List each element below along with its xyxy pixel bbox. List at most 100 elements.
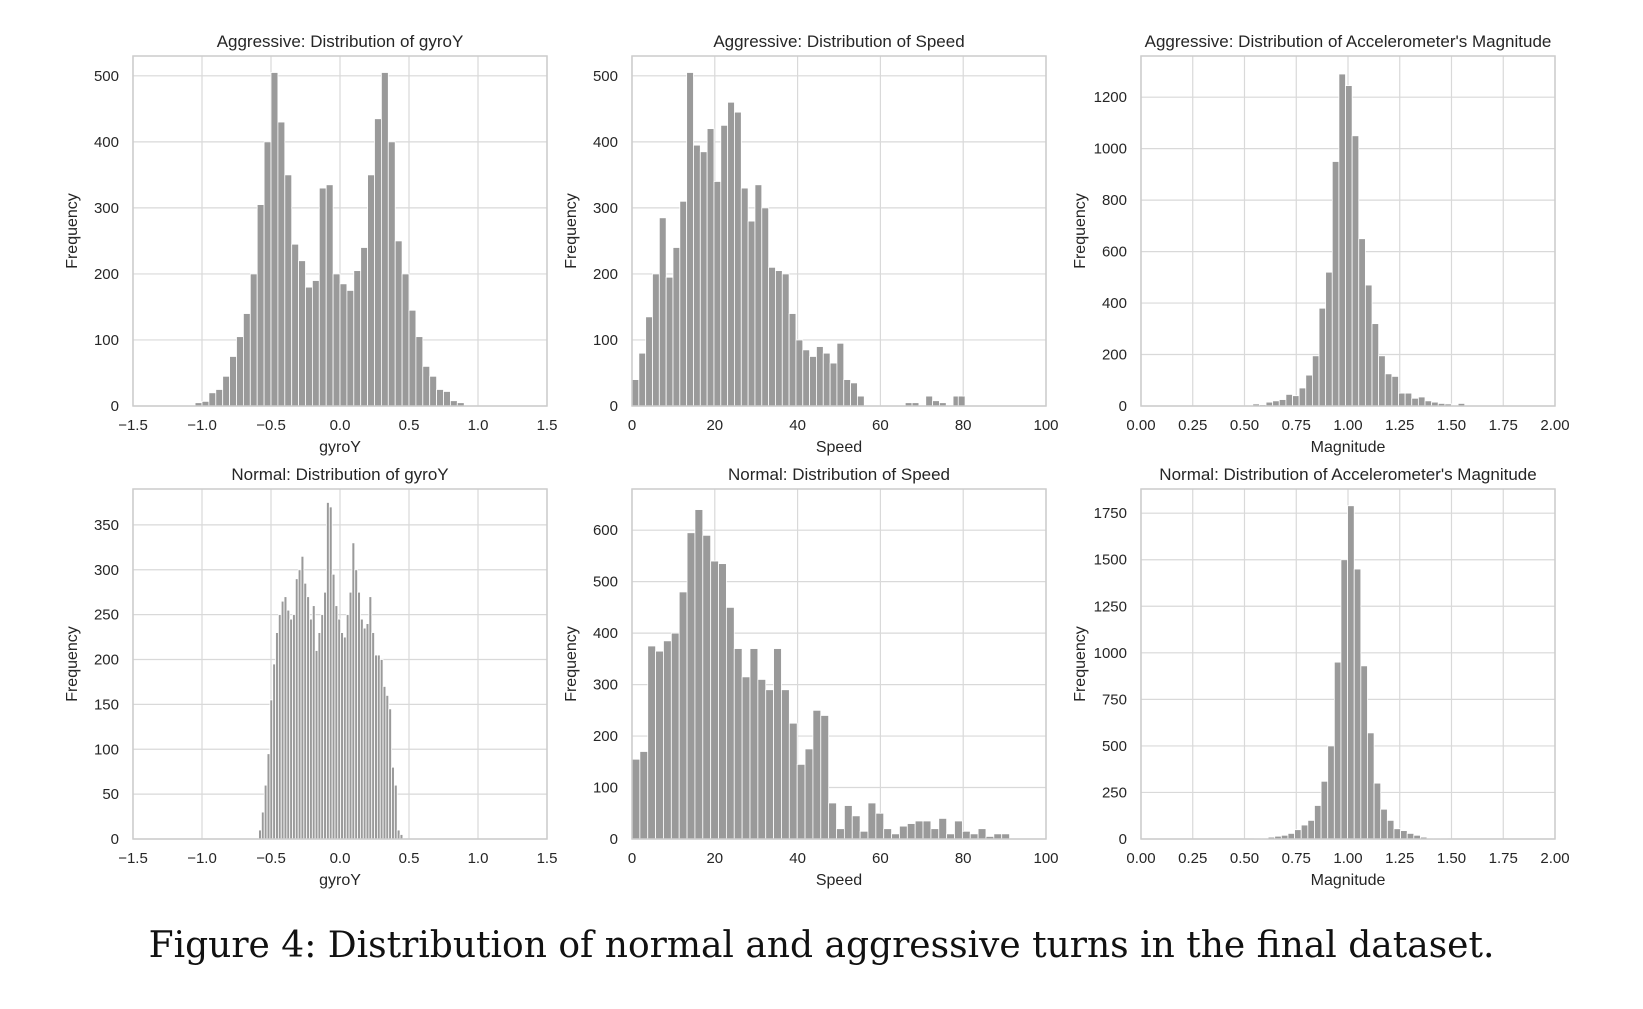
histogram-bar [401, 273, 410, 407]
histogram-bar [348, 591, 353, 840]
histogram-bar [930, 828, 940, 840]
y-axis-label: Frequency [1072, 193, 1089, 269]
histogram-bar [993, 833, 1003, 840]
histogram-bar [1325, 271, 1333, 407]
x-tick-label: 1.00 [1333, 850, 1362, 867]
histogram-bar [408, 309, 417, 407]
histogram-bar [376, 654, 381, 840]
histogram-bar [727, 101, 735, 407]
histogram-bar [757, 679, 767, 840]
figure-panels: −1.5 −1.0 −0.5 0.0 0.5 1.0 1.50100200300400500… [64, 32, 1570, 889]
histogram-bar [725, 606, 735, 840]
plot-frame [132, 55, 548, 407]
x-axis-label: Magnitude [1311, 439, 1386, 456]
x-tick-label: 0 [628, 417, 636, 434]
histogram-bar [353, 270, 362, 407]
histogram-bar [809, 356, 817, 407]
x-tick-label: 40 [789, 850, 806, 867]
y-tick-label: 0 [610, 398, 618, 415]
plot-frame [1140, 488, 1556, 840]
y-tick-label: 300 [94, 562, 119, 579]
histogram-bar [820, 715, 830, 840]
histogram-bar [1367, 732, 1375, 840]
chart-title: Normal: Distribution of Accelerometer's … [1159, 465, 1536, 484]
histogram-bar [631, 758, 641, 840]
histogram-bar [360, 247, 369, 407]
y-tick-label: 0 [111, 831, 119, 848]
y-tick-label: 500 [593, 574, 618, 591]
histogram-bar [1298, 387, 1307, 407]
histogram-bar [702, 534, 712, 840]
histogram-bar [672, 247, 681, 407]
histogram-bar [292, 614, 296, 840]
histogram-bar [280, 600, 285, 840]
histogram-bar [311, 280, 320, 407]
histogram-bar [1364, 284, 1373, 407]
histogram-bar [275, 632, 279, 840]
histogram-bar [891, 833, 900, 840]
histogram-bar [706, 128, 715, 407]
histogram-bar [922, 820, 932, 840]
x-tick-label: 1.50 [1437, 417, 1466, 434]
y-tick-label: 600 [1102, 244, 1127, 261]
histogram-bar [710, 560, 719, 840]
y-tick-label: 600 [593, 522, 618, 539]
histogram-bar [1300, 824, 1309, 840]
histogram-bar [291, 243, 300, 407]
histogram-bar [368, 596, 373, 840]
histogram-bar [713, 181, 722, 407]
histogram-bar [802, 349, 811, 407]
histogram-bar [816, 346, 824, 407]
y-tick-label: 200 [1102, 347, 1127, 364]
x-tick-label: 40 [789, 417, 806, 434]
histogram-panel-1: −1.5 −1.0 −0.5 0.0 0.5 1.0 1.5 0 100 200 300 400 500… [64, 32, 557, 456]
x-tick-label: 1.5 [537, 850, 558, 867]
y-tick-label: 300 [593, 677, 618, 694]
histogram-bar [314, 650, 319, 840]
histogram-bar [773, 648, 782, 840]
y-tick-label: 100 [94, 332, 119, 349]
histogram-bar [670, 632, 680, 840]
histogram-bar [340, 632, 344, 840]
histogram-bar [699, 151, 708, 407]
histogram-bar [768, 266, 776, 407]
histogram-panel-2: 0 20 40 60 80 100 0 100 200 300 400 500 Aggressive: … [563, 32, 1059, 456]
histogram-bar [1001, 833, 1010, 840]
x-tick-label: 1.5 [537, 417, 558, 434]
y-tick-label: 100 [593, 332, 618, 349]
histogram-bar [938, 818, 948, 840]
histogram-bar [283, 596, 288, 840]
y-tick-label: 300 [94, 200, 119, 217]
x-tick-label: −1.0 [187, 850, 217, 867]
histogram-bar [309, 618, 313, 840]
histogram-bar [263, 141, 272, 407]
histogram-bar [1406, 833, 1415, 840]
histogram-bar [781, 689, 790, 840]
histogram-bar [396, 829, 401, 840]
histogram-bar [859, 830, 869, 840]
histogram-bar [277, 614, 282, 840]
y-tick-label: 150 [94, 696, 119, 713]
plot-frame [631, 55, 1047, 407]
histogram-bar [795, 339, 804, 407]
histogram-bar [765, 689, 774, 840]
histogram-bar [1345, 85, 1353, 407]
histogram-bar [652, 273, 660, 407]
histogram-bar [300, 555, 305, 840]
y-tick-label: 200 [593, 728, 618, 745]
histogram-bar [754, 184, 763, 407]
histogram-bar [812, 709, 822, 840]
x-tick-label: 0.50 [1230, 850, 1259, 867]
histogram-bar [443, 391, 451, 407]
x-axis-label: Magnitude [1311, 872, 1386, 889]
histogram-bar [1285, 394, 1293, 407]
x-tick-label: −0.5 [256, 850, 286, 867]
histogram-bar [258, 829, 262, 840]
histogram-bar [733, 648, 743, 840]
histogram-bar [215, 389, 224, 407]
histogram-bar [1373, 782, 1382, 840]
histogram-bar [332, 273, 341, 407]
histogram-bar [693, 144, 701, 407]
histogram-bar [346, 290, 355, 407]
histogram-bar [298, 260, 306, 407]
